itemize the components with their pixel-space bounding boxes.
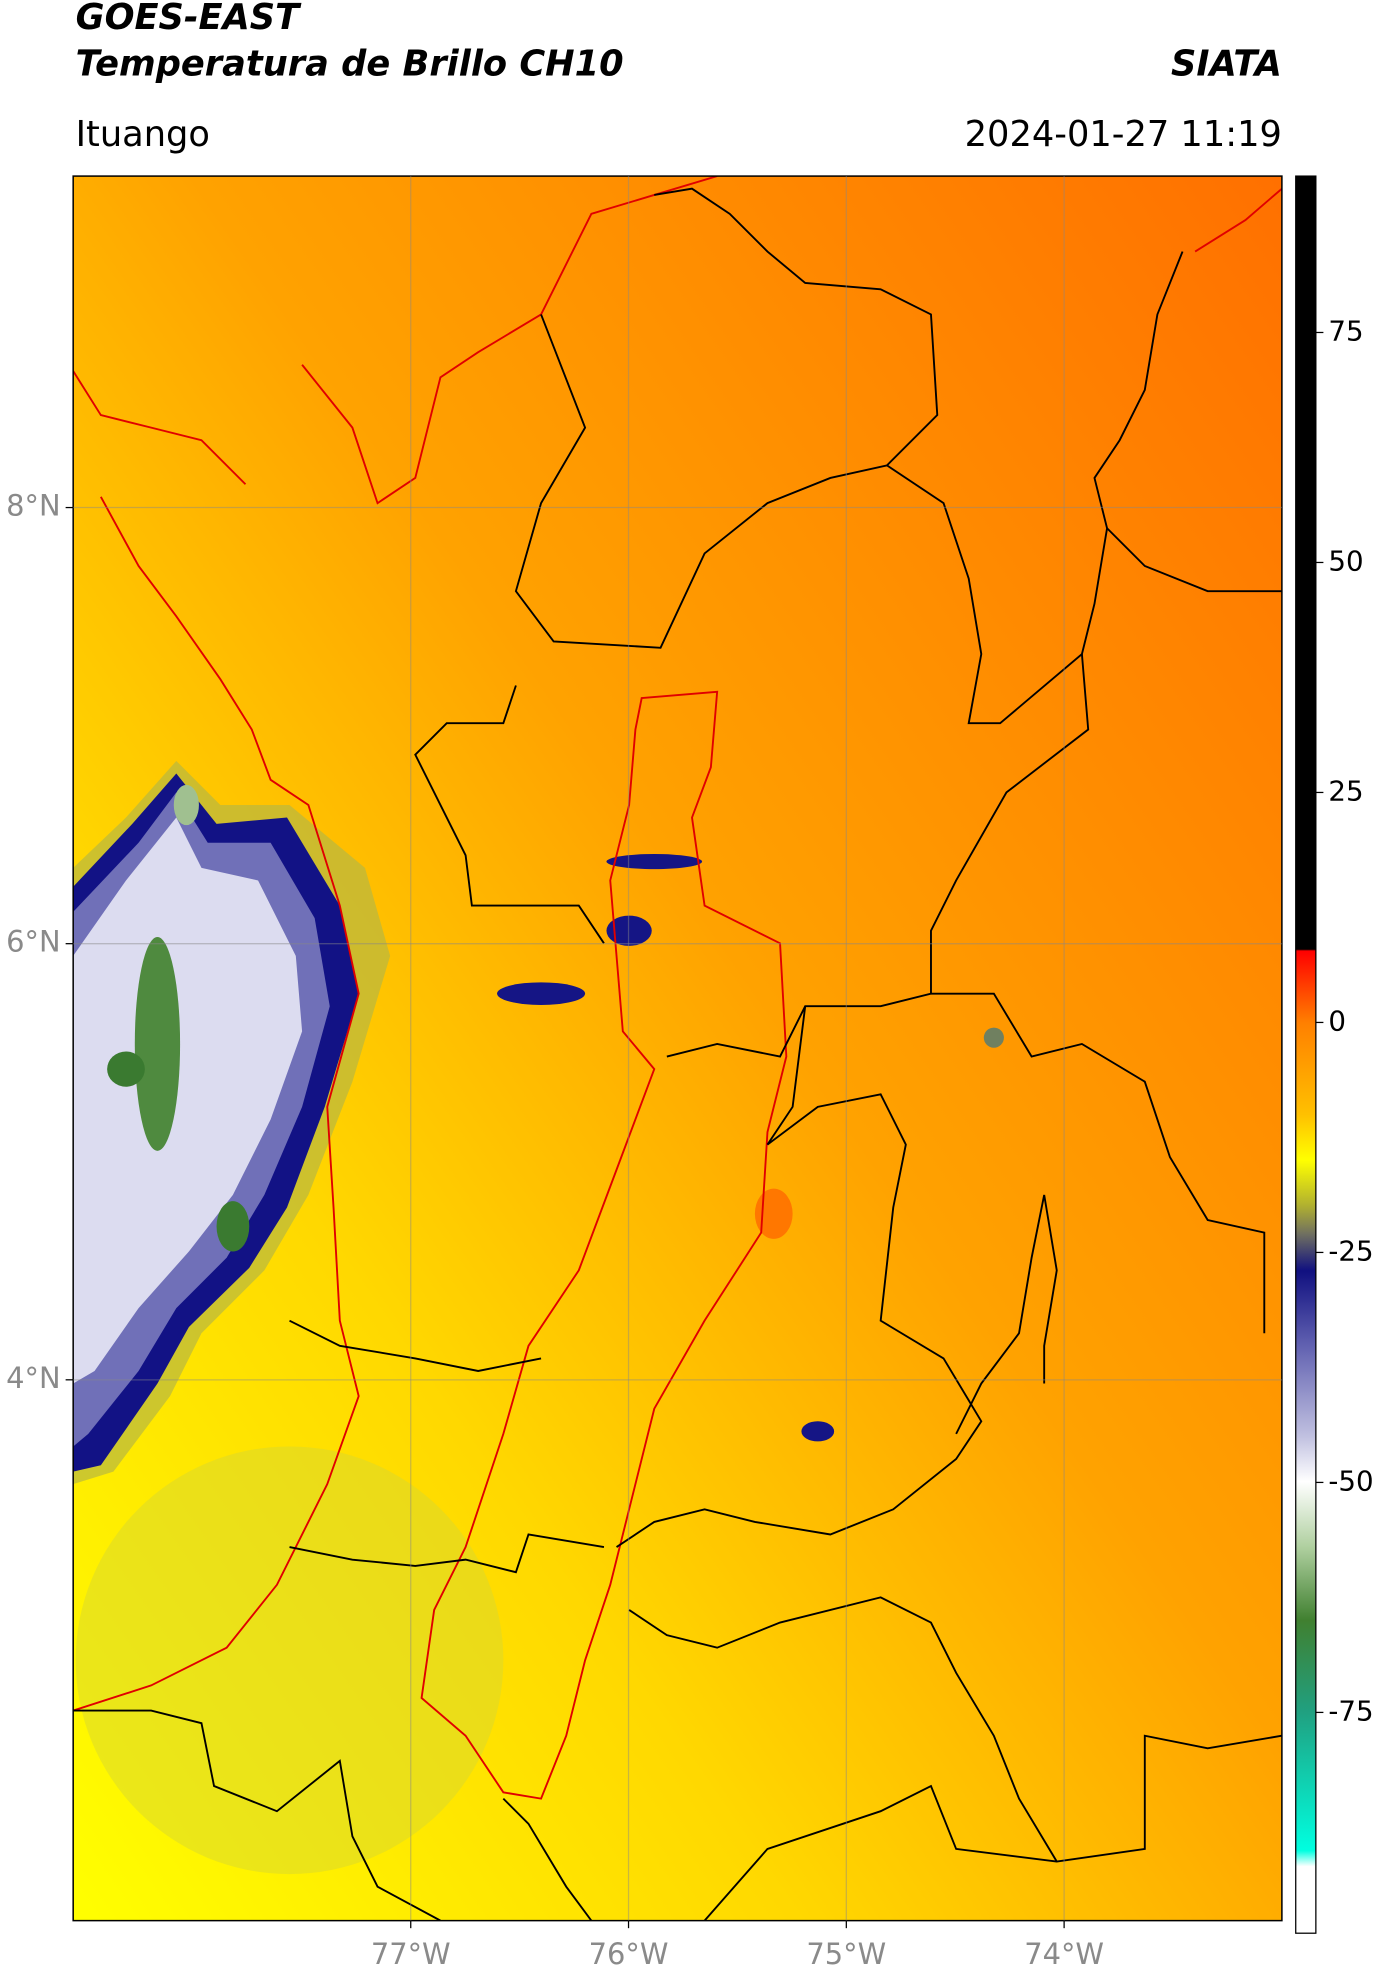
colorbar-tick-label: 25: [1328, 774, 1363, 807]
location: Ituango: [76, 114, 210, 155]
y-tick-label: 4°N: [6, 1361, 60, 1395]
x-tick-label: 76°W: [589, 1937, 669, 1971]
colorbar-tick-label: -25: [1328, 1234, 1373, 1267]
y-tick-label: 8°N: [6, 489, 60, 523]
colorbar-tick-label: -75: [1328, 1694, 1373, 1727]
map-image: [73, 176, 1282, 1921]
colorbar-tick-label: 75: [1328, 314, 1363, 347]
x-tick-label: 74°W: [1024, 1937, 1104, 1971]
colorbar-tick-label: 50: [1328, 544, 1363, 577]
timestamp: 2024-01-27 11:19: [965, 114, 1282, 155]
y-tick-label: 6°N: [6, 925, 60, 959]
map-frame: [72, 175, 1283, 1922]
subtitle: Temperatura de Brillo CH10: [76, 43, 624, 84]
source: SIATA: [1171, 43, 1282, 84]
colorbar-tick-label: -50: [1328, 1464, 1373, 1497]
x-tick-label: 77°W: [371, 1937, 451, 1971]
colorbar-tick-label: 0: [1328, 1004, 1346, 1037]
title: GOES-EAST: [76, 0, 302, 38]
colorbar: [1295, 175, 1317, 1934]
x-tick-label: 75°W: [806, 1937, 886, 1971]
